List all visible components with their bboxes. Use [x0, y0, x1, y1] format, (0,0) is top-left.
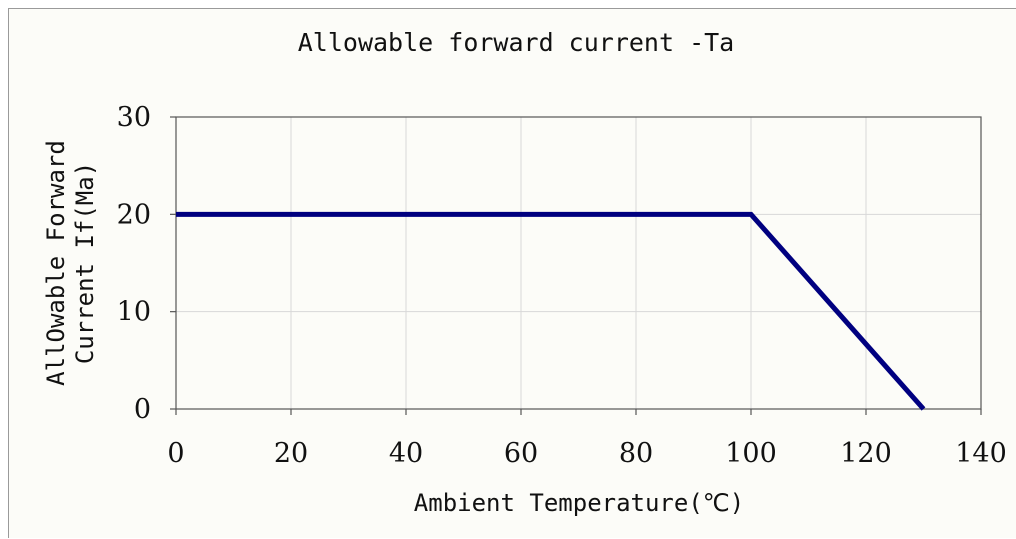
y-tick-label: 0 — [134, 394, 151, 425]
series-group — [176, 211, 926, 411]
x-tick-label: 140 — [955, 438, 1007, 469]
chart-title: Allowable forward current -Ta — [298, 28, 735, 57]
series-line — [176, 211, 926, 411]
x-tick-label: 40 — [389, 438, 423, 469]
x-tick-label: 60 — [504, 438, 538, 469]
y-tick-labels: 0 10 20 30 — [117, 102, 151, 425]
x-tick-label: 80 — [619, 438, 653, 469]
plot-area — [175, 116, 982, 410]
x-axis-label: Ambient Temperature(℃) — [414, 489, 744, 517]
x-tick-label: 100 — [725, 438, 777, 469]
y-axis-label-line-1: AllOwable Forward — [42, 140, 70, 386]
y-axis-label-line-2: Current If(Ma) — [71, 162, 99, 364]
y-tick-label: 30 — [117, 102, 151, 133]
x-tick-label: 0 — [167, 438, 184, 469]
y-tick-label: 20 — [117, 199, 151, 230]
grid — [176, 117, 981, 409]
x-tick-label: 20 — [274, 438, 308, 469]
x-tick-label: 120 — [840, 438, 892, 469]
y-tick-label: 10 — [117, 297, 151, 328]
chart: Allowable forward current -Ta 0 20 40 60 80 1… — [42, 28, 1007, 517]
chart-frame: Allowable forward current -Ta 0 20 40 60 80 1… — [8, 8, 1016, 538]
tick-marks — [170, 116, 982, 415]
x-tick-labels: 0 20 40 60 80 100 120 140 — [167, 438, 1006, 469]
